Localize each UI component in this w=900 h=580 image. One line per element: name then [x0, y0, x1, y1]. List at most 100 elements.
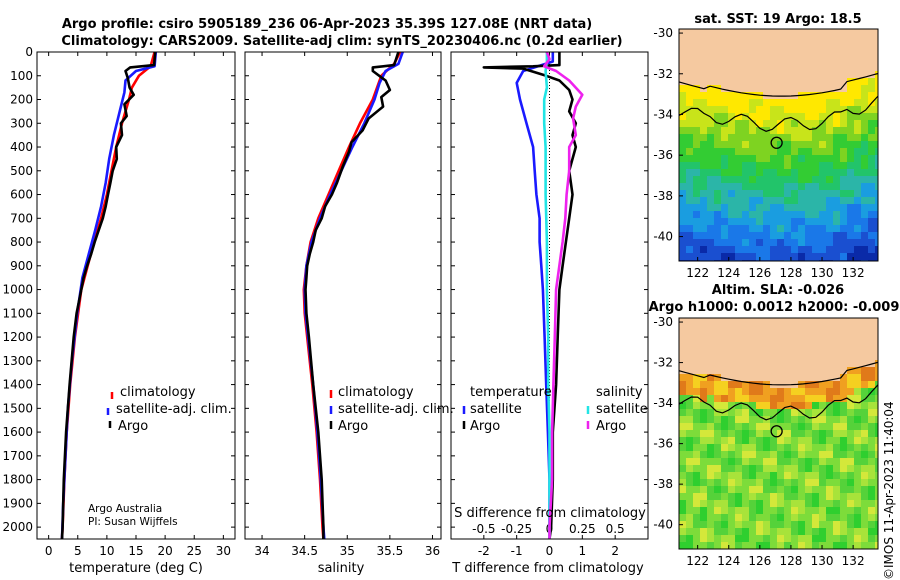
- x-axis-label: temperature (deg C): [69, 561, 203, 576]
- map-cell: [833, 346, 840, 353]
- map-cell: [819, 444, 826, 451]
- map-cell: [721, 381, 728, 388]
- map-cell: [749, 486, 756, 493]
- map-cell: [840, 500, 847, 507]
- map-cell: [693, 211, 700, 218]
- map-cell: [833, 339, 840, 346]
- map-cell: [812, 176, 819, 183]
- map-cell: [861, 395, 868, 402]
- map-cell: [721, 423, 728, 430]
- map-cell: [721, 99, 728, 106]
- map-cell: [798, 360, 805, 367]
- map-cell: [686, 493, 693, 500]
- map-cell: [728, 50, 735, 57]
- map-cell: [693, 472, 700, 479]
- map-cell: [728, 388, 735, 395]
- map-cell: [868, 78, 875, 85]
- map-cell: [679, 190, 686, 197]
- map-cell: [798, 423, 805, 430]
- map-cell: [693, 141, 700, 148]
- map-cell: [840, 106, 847, 113]
- map-cell: [679, 92, 686, 99]
- map-cell: [721, 78, 728, 85]
- map-cell: [875, 92, 878, 99]
- map-cell: [833, 535, 840, 542]
- map-cell: [728, 472, 735, 479]
- map-cell: [840, 542, 847, 549]
- map-cell: [812, 486, 819, 493]
- map-cell: [819, 155, 826, 162]
- map-cell: [784, 388, 791, 395]
- map-cell: [679, 339, 686, 346]
- map-cell: [833, 211, 840, 218]
- map-cell: [812, 423, 819, 430]
- map-cell: [749, 113, 756, 120]
- map-cell: [756, 367, 763, 374]
- map-cell: [784, 176, 791, 183]
- map-cell: [763, 50, 770, 57]
- map-cell: [777, 239, 784, 246]
- map-cell: [805, 134, 812, 141]
- map-cell: [784, 528, 791, 535]
- map-cell: [777, 535, 784, 542]
- map-cell: [819, 99, 826, 106]
- map-cell: [777, 218, 784, 225]
- map-cell: [714, 409, 721, 416]
- map-cell: [777, 542, 784, 549]
- map-cell: [826, 99, 833, 106]
- map-cell: [805, 332, 812, 339]
- map-cell: [833, 134, 840, 141]
- map-cell: [721, 346, 728, 353]
- map-cell: [700, 246, 707, 253]
- map-cell: [812, 535, 819, 542]
- legend-argo-label: Argo: [118, 419, 148, 434]
- map-cell: [742, 43, 749, 50]
- map-cell: [791, 148, 798, 155]
- map-cell: [833, 141, 840, 148]
- map-cell: [679, 325, 686, 332]
- map-cell: [791, 99, 798, 106]
- figure-title-line2: Climatology: CARS2009. Satellite-adj cli…: [61, 34, 622, 49]
- map-cell: [777, 246, 784, 253]
- map-cell: [756, 141, 763, 148]
- map-cell: [868, 479, 875, 486]
- map-cell: [847, 353, 854, 360]
- map-cell: [777, 183, 784, 190]
- map-cell: [840, 507, 847, 514]
- map-cell: [714, 162, 721, 169]
- map-cell: [868, 253, 875, 260]
- map-cell: [861, 507, 868, 514]
- map-cell: [693, 332, 700, 339]
- map-cell: [791, 367, 798, 374]
- map-cell: [749, 197, 756, 204]
- map-cell: [826, 542, 833, 549]
- legend-satellite-label: satellite-adj. clim.: [338, 402, 454, 417]
- map-cell: [700, 218, 707, 225]
- map-cell: [714, 542, 721, 549]
- map-cell: [679, 106, 686, 113]
- map-cell: [742, 507, 749, 514]
- map-cell: [812, 99, 819, 106]
- map-cell: [714, 197, 721, 204]
- map-cell: [805, 472, 812, 479]
- map-cell: [791, 85, 798, 92]
- map-cell: [756, 444, 763, 451]
- map-cell: [735, 120, 742, 127]
- map-cell: [721, 225, 728, 232]
- map-cell: [728, 451, 735, 458]
- map-cell: [861, 211, 868, 218]
- map-cell: [868, 113, 875, 120]
- map-cell: [847, 339, 854, 346]
- map-cell: [763, 113, 770, 120]
- map-cell: [777, 458, 784, 465]
- x-tick-label: 1: [579, 544, 587, 558]
- map-cell: [854, 402, 861, 409]
- map-cell: [679, 423, 686, 430]
- map-cell: [784, 36, 791, 43]
- map-cell: [805, 318, 812, 325]
- map-cell: [805, 120, 812, 127]
- x-tick-label: 30: [216, 544, 231, 558]
- map-cell: [756, 246, 763, 253]
- map-cell: [805, 465, 812, 472]
- map-cell: [763, 183, 770, 190]
